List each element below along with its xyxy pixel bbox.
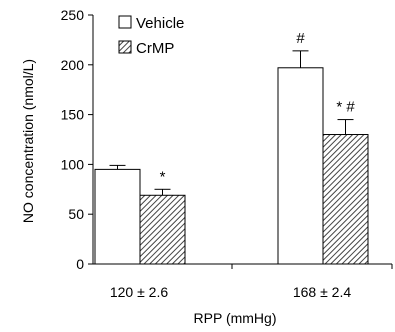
y-tick-label: 50 xyxy=(68,206,84,222)
bars xyxy=(94,50,369,265)
bar-vehicle-0 xyxy=(94,168,141,265)
y-tick-label: 150 xyxy=(61,107,85,123)
significance-marker: * # xyxy=(336,99,355,116)
y-axis-label: NO concentration (nmol/L) xyxy=(20,59,36,223)
y-axis: 0 50 100 150 200 250 xyxy=(61,7,94,272)
significance-marker: * xyxy=(160,168,166,185)
legend: Vehicle CrMP xyxy=(118,15,184,57)
legend-swatch-vehicle xyxy=(118,15,132,29)
legend-swatch-crmp xyxy=(118,40,132,54)
bar-crmp-1 xyxy=(322,134,369,265)
y-tick-label: 250 xyxy=(61,7,85,23)
y-tick-label: 200 xyxy=(61,57,85,73)
x-tick-label: 168 ± 2.4 xyxy=(293,284,351,300)
bar-crmp-0 xyxy=(139,194,186,265)
x-axis: 120 ± 2.6 168 ± 2.4 xyxy=(93,263,393,300)
significance-marker: # xyxy=(296,30,305,47)
y-tick-label: 0 xyxy=(76,256,84,272)
significance-annotations: * # * # xyxy=(160,30,356,185)
y-tick-label: 100 xyxy=(61,156,85,172)
legend-label-crmp: CrMP xyxy=(136,40,174,57)
x-tick-label: 120 ± 2.6 xyxy=(110,284,168,300)
bar-vehicle-1 xyxy=(277,67,324,265)
x-axis-label: RPP (mmHg) xyxy=(194,310,277,326)
legend-label-vehicle: Vehicle xyxy=(136,15,184,32)
